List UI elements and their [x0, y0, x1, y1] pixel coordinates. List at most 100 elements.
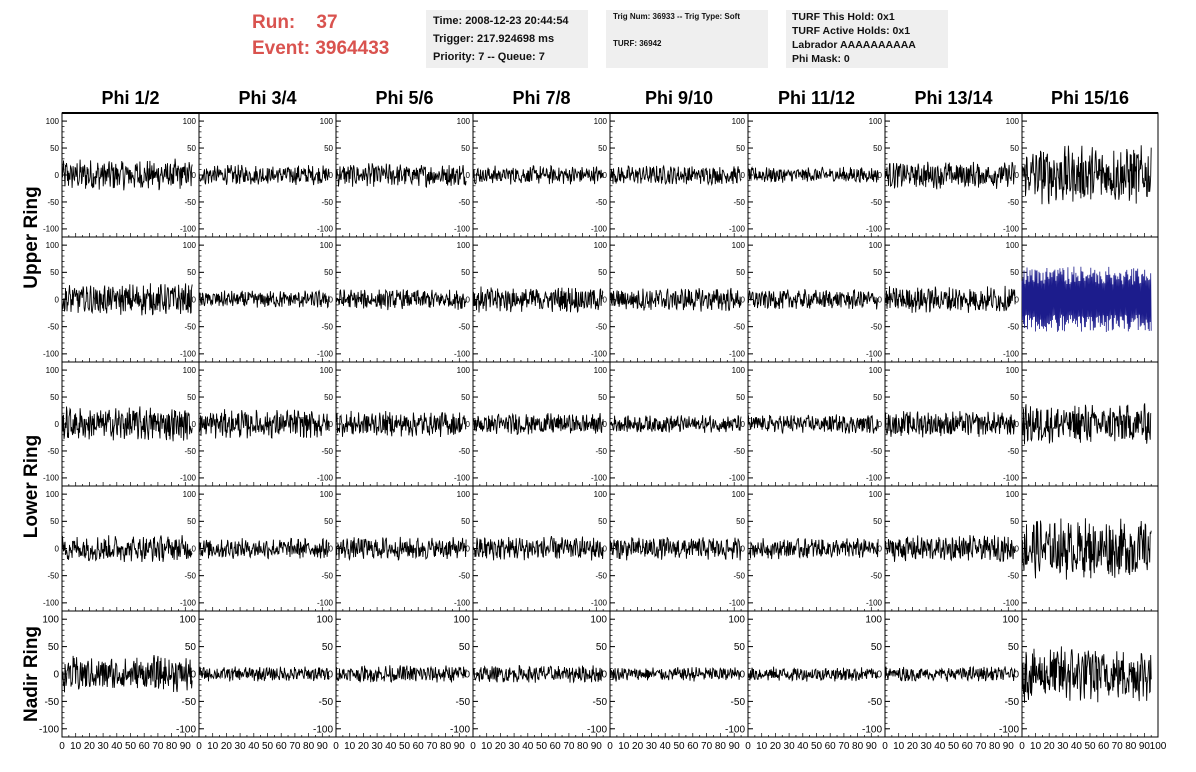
y-tick-label: 100 — [457, 366, 471, 375]
y-tick-label: -100 — [454, 474, 471, 483]
y-tick-label: 0 — [1015, 171, 1020, 180]
x-tick-label: 0 — [745, 741, 751, 752]
y-tick-label: 100 — [183, 366, 197, 375]
trig-info-box: Trig Num: 36933 -- Trig Type: Soft TURF:… — [606, 10, 768, 68]
run-event-header: Run: 37 Event: 3964433 — [252, 10, 389, 62]
y-tick-label: 50 — [873, 517, 882, 526]
y-tick-label: 50 — [873, 393, 882, 402]
y-tick-label: 50 — [461, 517, 470, 526]
waveform-trace — [884, 411, 1016, 438]
y-tick-label: 100 — [320, 490, 334, 499]
y-tick-label: 100 — [594, 366, 608, 375]
y-tick-label: 100 — [732, 490, 746, 499]
y-tick-label: 50 — [185, 642, 197, 653]
x-tick-label: 0 — [607, 741, 613, 752]
x-tick-label: 60 — [276, 741, 288, 752]
y-tick-label: -50 — [458, 447, 470, 456]
y-tick-label: -50 — [1007, 571, 1019, 580]
waveform-trace — [884, 665, 1016, 682]
x-tick-label: 90 — [729, 741, 741, 752]
x-tick-label: 0 — [470, 741, 476, 752]
y-tick-label: 0 — [603, 544, 608, 553]
waveform-trace — [747, 537, 879, 560]
y-tick-label: 50 — [324, 268, 333, 277]
x-tick-label: 10 — [1030, 741, 1042, 752]
y-tick-label: -100 — [866, 225, 883, 234]
y-tick-label: -100 — [180, 225, 197, 234]
x-tick-label: 20 — [1044, 741, 1056, 752]
y-tick-label: 50 — [324, 393, 333, 402]
waveform-trace — [61, 535, 193, 563]
y-tick-label: 0 — [878, 420, 883, 429]
y-tick-label: 0 — [466, 171, 471, 180]
x-tick-label: 50 — [673, 741, 685, 752]
y-tick-label: -100 — [725, 724, 745, 735]
x-tick-label: 20 — [907, 741, 919, 752]
y-tick-label: -100 — [180, 474, 197, 483]
y-tick-label: -100 — [591, 225, 608, 234]
y-tick-label: 0 — [878, 544, 883, 553]
y-tick-label: 50 — [598, 393, 607, 402]
y-tick-label: 50 — [736, 144, 745, 153]
y-tick-label: -50 — [733, 322, 745, 331]
y-tick-label: 50 — [461, 144, 470, 153]
x-tick-label: 90 — [866, 741, 878, 752]
y-tick-label: -50 — [595, 198, 607, 207]
x-tick-label: 10 — [70, 741, 82, 752]
x-tick-label: 100 — [1150, 741, 1167, 752]
y-tick-label: 100 — [46, 366, 60, 375]
trig-num-text: Trig Num: 36933 -- Trig Type: Soft — [613, 12, 740, 21]
x-tick-label: 70 — [701, 741, 713, 752]
y-tick-label: -100 — [591, 474, 608, 483]
x-tick-label: 10 — [618, 741, 630, 752]
y-tick-label: -50 — [184, 447, 196, 456]
y-tick-label: 100 — [732, 117, 746, 126]
y-tick-label: 100 — [594, 241, 608, 250]
waveform-trace — [609, 164, 742, 187]
y-tick-label: -50 — [321, 322, 333, 331]
x-tick-label: 60 — [550, 741, 562, 752]
y-tick-label: -100 — [999, 724, 1019, 735]
y-tick-label: -50 — [1007, 447, 1019, 456]
y-tick-label: 0 — [1015, 420, 1020, 429]
y-tick-label: 50 — [48, 642, 60, 653]
y-tick-label: -100 — [587, 724, 607, 735]
x-tick-label: 0 — [333, 741, 339, 752]
y-tick-label: -50 — [319, 697, 334, 708]
x-tick-label: 50 — [399, 741, 411, 752]
x-tick-label: 90 — [591, 741, 603, 752]
y-tick-label: 0 — [1013, 670, 1019, 681]
y-tick-label: -50 — [595, 322, 607, 331]
y-tick-label: 100 — [590, 615, 607, 626]
y-tick-label: -100 — [176, 724, 196, 735]
waveform-trace — [747, 666, 879, 682]
y-tick-label: 100 — [869, 490, 883, 499]
run-value: 37 — [316, 12, 338, 33]
y-tick-label: 50 — [324, 517, 333, 526]
y-tick-label: 0 — [53, 670, 59, 681]
y-tick-label: 0 — [466, 420, 471, 429]
x-tick-label: 10 — [756, 741, 768, 752]
waveform-trace — [472, 665, 604, 684]
y-tick-label: 50 — [187, 393, 196, 402]
x-tick-label: 90 — [1139, 741, 1151, 752]
x-tick-label: 10 — [207, 741, 219, 752]
x-tick-label: 20 — [632, 741, 644, 752]
y-tick-label: -50 — [456, 697, 471, 708]
y-tick-label: 100 — [1002, 615, 1019, 626]
y-tick-label: 0 — [466, 544, 471, 553]
column-header: Phi 7/8 — [512, 88, 570, 108]
x-tick-label: 60 — [413, 741, 425, 752]
y-tick-label: 50 — [734, 642, 746, 653]
y-tick-label: 0 — [603, 295, 608, 304]
waveform-trace — [747, 414, 879, 435]
y-tick-label: 100 — [320, 241, 334, 250]
waveform-trace — [335, 410, 467, 438]
y-tick-label: -50 — [47, 322, 59, 331]
y-tick-label: 0 — [55, 420, 60, 429]
x-tick-label: 30 — [235, 741, 247, 752]
y-tick-label: 50 — [187, 268, 196, 277]
x-tick-label: 90 — [1003, 741, 1015, 752]
x-tick-label: 0 — [59, 741, 65, 752]
y-tick-label: -50 — [182, 697, 197, 708]
